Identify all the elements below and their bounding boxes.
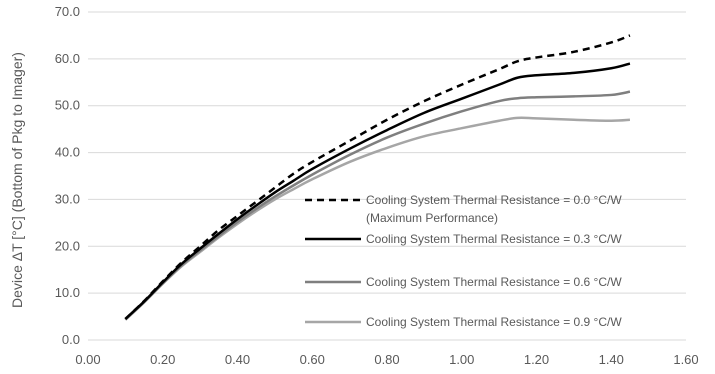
y-axis-tick-labels: 0.0 10.0 20.0 30.0 40.0 50.0 60.0 70.0 (55, 4, 80, 347)
x-axis-tick-labels: 0.00 0.20 0.40 0.60 0.80 1.00 1.20 1.40 1.60 (75, 352, 698, 367)
x-tick-label: 0.60 (300, 352, 325, 367)
x-tick-label: 1.40 (599, 352, 624, 367)
legend: Cooling System Thermal Resistance = 0.0 … (305, 193, 622, 329)
legend-label: Cooling System Thermal Resistance = 0.9 … (366, 315, 622, 329)
y-tick-label: 0.0 (62, 332, 80, 347)
series-line-0 (124, 34, 631, 320)
x-tick-label: 0.00 (75, 352, 100, 367)
gridlines (88, 11, 686, 341)
y-tick-label: 10.0 (55, 285, 80, 300)
x-tick-label: 1.60 (673, 352, 698, 367)
y-tick-label: 60.0 (55, 51, 80, 66)
legend-label: Cooling System Thermal Resistance = 0.0 … (366, 193, 622, 207)
y-axis-label: Device ΔT [°C] (Bottom of Pkg to Imager) (9, 52, 25, 308)
y-tick-label: 40.0 (55, 145, 80, 160)
x-tick-label: 0.40 (225, 352, 250, 367)
y-tick-label: 50.0 (55, 98, 80, 113)
x-tick-label: 0.80 (374, 352, 399, 367)
series-lines (124, 34, 631, 321)
legend-label: Cooling System Thermal Resistance = 0.3 … (366, 232, 622, 246)
y-tick-label: 70.0 (55, 4, 80, 19)
y-tick-label: 30.0 (55, 191, 80, 206)
x-tick-label: 1.20 (524, 352, 549, 367)
legend-label: Cooling System Thermal Resistance = 0.6 … (366, 275, 622, 289)
x-tick-label: 0.20 (150, 352, 175, 367)
x-tick-label: 1.00 (449, 352, 474, 367)
legend-label-line2: (Maximum Performance) (366, 211, 498, 225)
y-tick-label: 20.0 (55, 238, 80, 253)
